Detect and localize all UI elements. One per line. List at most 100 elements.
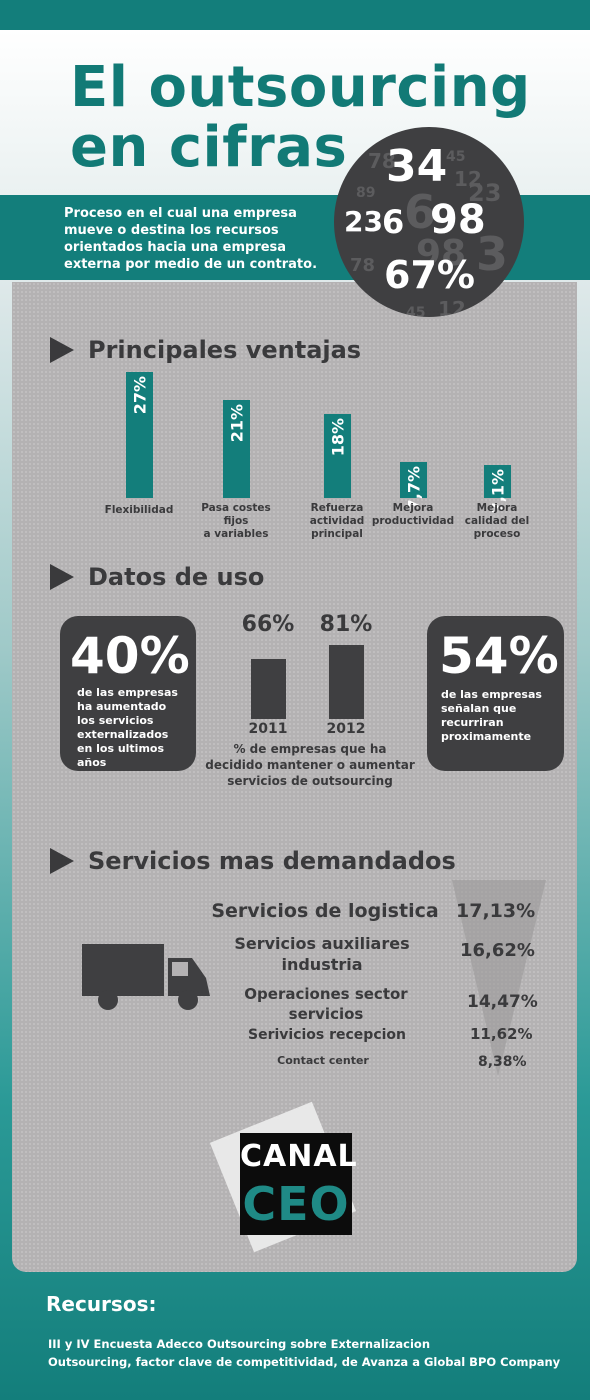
bar-category-label: Pasa costes fijos a variables: [186, 502, 286, 541]
stat-line: recurriran: [441, 716, 504, 729]
service-name: Servicios auxiliares industria: [222, 933, 422, 975]
section-title-uso: Datos de uso: [50, 563, 264, 591]
bar-value-label: 18%: [328, 418, 347, 457]
caption-line: % de empresas que ha: [233, 742, 387, 756]
stat-line: señalan que: [441, 702, 517, 715]
intro-text: Proceso en el cual una empresa mueve o d…: [64, 206, 318, 272]
circle-number: 34: [386, 141, 448, 192]
circle-bg-number: 78: [368, 149, 396, 173]
uso-bar-value: 66%: [241, 612, 295, 637]
stat-description: de las empresas ha aumentado los servici…: [77, 686, 196, 770]
circle-bg-number: 89: [356, 185, 376, 201]
ventaja-bar: 18%: [324, 414, 351, 498]
service-name: Operaciones sector servicios: [226, 984, 426, 1024]
uso-caption: % de empresas que ha decidido mantener o…: [205, 741, 415, 789]
circle-bg-number: 6: [404, 185, 437, 239]
service-name-line: Operaciones sector: [244, 985, 408, 1003]
section-title-ventajas: Principales ventajas: [50, 336, 361, 364]
service-value: 11,62%: [470, 1025, 533, 1043]
uso-bar: [251, 659, 286, 719]
stat-percent: 54%: [439, 627, 559, 685]
service-name: Serivicios recepcion: [247, 1027, 407, 1043]
service-value: 8,38%: [478, 1054, 527, 1070]
service-value: 17,13%: [456, 900, 536, 922]
circle-bg-number: 12: [438, 297, 466, 317]
arrow-icon: [50, 564, 74, 590]
canal-ceo-logo: CANAL CEO: [240, 1133, 358, 1235]
category-line: productividad: [371, 515, 455, 527]
top-band: [0, 0, 590, 30]
stat-line: de las empresas: [77, 686, 178, 699]
circle-number: 98: [430, 197, 486, 243]
service-name-line: industria: [281, 955, 363, 974]
service-value: 16,62%: [460, 940, 535, 961]
circle-bg-number: 98: [416, 233, 467, 274]
category-line: Pasa costes: [201, 502, 271, 514]
section-title-text: Principales ventajas: [88, 336, 362, 364]
recurso-line: III y IV Encuesta Adecco Outsourcing sob…: [48, 1337, 431, 1351]
ventaja-bar: 7,7%: [400, 462, 427, 510]
service-name: Servicios de logistica: [211, 900, 439, 922]
stat-line: los servicios: [77, 714, 154, 727]
category-line: actividad: [309, 515, 365, 527]
stat-line: externalizados: [77, 728, 169, 741]
stat-description: de las empresas señalan que recurriran p…: [441, 688, 542, 744]
circle-bg-number: 45: [446, 149, 466, 165]
uso-bar-year: 2012: [326, 721, 366, 737]
circle-bg-number: 23: [468, 179, 502, 207]
logo-line-2: CEO: [242, 1177, 350, 1231]
service-name-line: servicios: [288, 1005, 364, 1023]
stat-line: de las empresas: [441, 688, 542, 701]
category-line: a variables: [203, 528, 269, 540]
funnel-shape: [452, 880, 546, 1076]
title-line-1: El outsourcing: [70, 55, 531, 120]
category-line: fijos: [223, 515, 249, 527]
category-line: proceso: [473, 528, 521, 540]
stat-line: en los ultimos años: [77, 742, 165, 769]
stat-line: ha aumentado: [77, 700, 167, 713]
caption-line: decidido mantener o aumentar: [205, 758, 415, 772]
truck-icon: [82, 944, 210, 1010]
circle-bg-number: 12: [454, 167, 482, 191]
recurso-line: Outsourcing, factor clave de competitivi…: [48, 1355, 561, 1369]
circle-bg-number: 45: [406, 305, 426, 317]
ventaja-bar: 7,1%: [484, 465, 511, 513]
stat-line: proximamente: [441, 730, 532, 743]
bar-category-label: Flexibilidad: [89, 504, 189, 517]
uso-bar: [329, 645, 364, 719]
category-line: principal: [311, 528, 363, 540]
circle-number: 23: [344, 205, 383, 238]
ventaja-bar: 21%: [223, 400, 250, 498]
category-line: Flexibilidad: [104, 504, 174, 516]
recursos-title: Recursos:: [46, 1292, 157, 1316]
bar-value-label: 21%: [227, 404, 246, 443]
service-name: Contact center: [277, 1054, 369, 1067]
category-line: Mejora: [392, 502, 434, 514]
bar-category-label: Mejora calidad del proceso: [447, 502, 547, 541]
category-line: Mejora: [476, 502, 518, 514]
service-value: 14,47%: [467, 992, 538, 1012]
logo-line-1: CANAL: [240, 1139, 358, 1174]
arrow-icon: [50, 848, 74, 874]
stat-box-right: 54% de las empresas señalan que recurrir…: [427, 616, 564, 771]
stat-percent: 40%: [70, 627, 190, 685]
caption-line: servicios de outsourcing: [227, 774, 393, 788]
service-name-line: Servicios auxiliares: [234, 934, 410, 953]
bar-category-label: Mejora productividad: [363, 502, 463, 528]
category-line: Refuerza: [310, 502, 364, 514]
circle-number: 6: [382, 203, 405, 241]
ventaja-bar: 27%: [126, 372, 153, 498]
title-line-2: en cifras: [70, 115, 348, 180]
section-title-text: Servicios mas demandados: [88, 847, 456, 875]
bar-category-label: Refuerza actividad principal: [287, 502, 387, 541]
arrow-icon: [50, 337, 74, 363]
circle-bg-number: 78: [350, 255, 376, 276]
section-title-servicios: Servicios mas demandados: [50, 847, 456, 875]
page-title: El outsourcing en cifras: [70, 58, 531, 178]
numbers-circle: 78 45 12 23 89 6 98 3 78 45 12 34 23 6 9…: [334, 127, 524, 317]
content-card: [12, 282, 577, 1272]
category-line: calidad del: [464, 515, 530, 527]
uso-bar-value: 81%: [319, 612, 373, 637]
circle-bg-number: 3: [476, 227, 509, 281]
section-title-text: Datos de uso: [88, 563, 265, 591]
